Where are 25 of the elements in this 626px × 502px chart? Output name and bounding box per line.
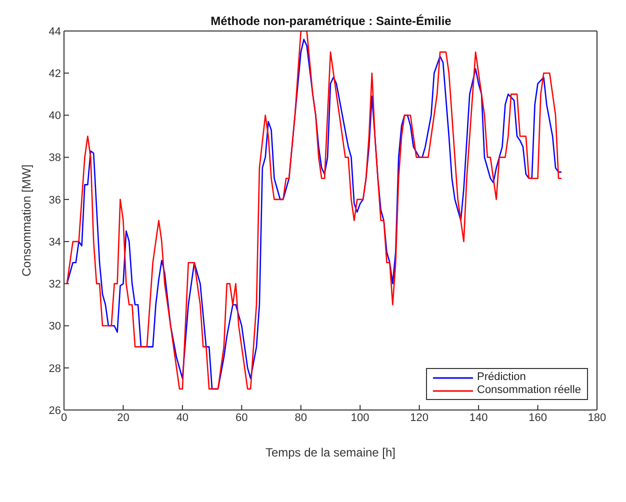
x-tick-label: 100 — [350, 412, 370, 424]
y-tick-label: 26 — [48, 404, 61, 417]
x-tick-label: 20 — [117, 412, 130, 424]
y-tick-label: 30 — [48, 320, 61, 333]
chart-title: Méthode non-paramétrique : Sainte-Émilie — [210, 14, 452, 28]
y-tick-label: 40 — [48, 110, 61, 122]
y-tick-label: 28 — [48, 362, 61, 375]
x-tick-label: 180 — [588, 412, 606, 424]
legend-label: Consommation réelle — [477, 384, 581, 397]
x-tick-label: 140 — [469, 412, 488, 424]
x-tick-label: 0 — [60, 412, 68, 424]
y-tick-label: 38 — [48, 152, 61, 164]
y-tick-label: 42 — [48, 68, 61, 80]
x-tick-label: 120 — [410, 412, 429, 424]
x-tick-label: 80 — [294, 412, 308, 424]
y-axis-title: Consommation [MW] — [19, 164, 34, 277]
legend-label: Prédiction — [477, 371, 526, 384]
y-tick-label: 34 — [48, 236, 61, 248]
y-tick-label: 44 — [48, 26, 61, 38]
x-tick-label: 160 — [528, 412, 547, 424]
y-tick-label: 36 — [48, 194, 61, 206]
x-tick-label: 60 — [236, 412, 248, 424]
x-tick-label: 40 — [176, 412, 189, 424]
x-axis-title: Temps de la semaine [h] — [265, 446, 396, 460]
y-tick-label: 32 — [48, 278, 61, 291]
